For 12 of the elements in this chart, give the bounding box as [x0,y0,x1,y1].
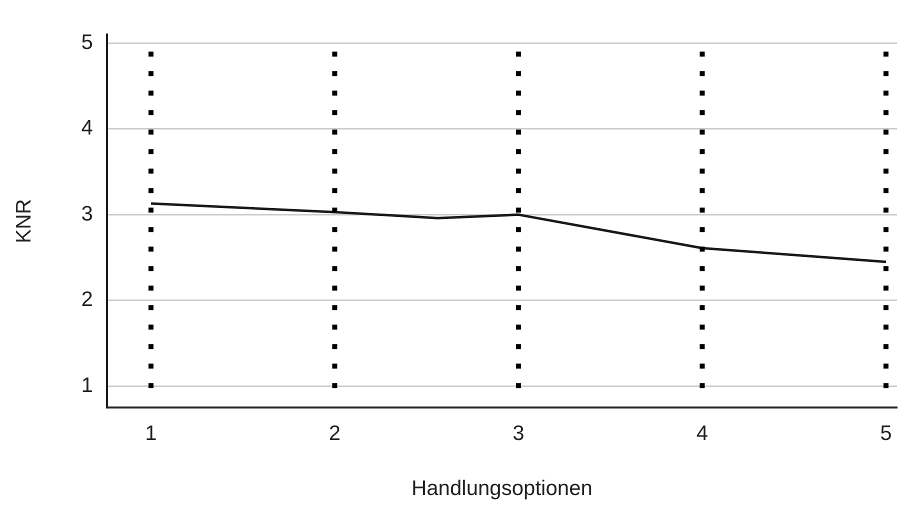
x-axis-title: Handlungsoptionen [411,477,592,500]
x-tick-label: 1 [145,422,157,445]
x-tick-label: 2 [328,422,341,445]
y-axis-title: KNR [12,198,36,244]
x-tick-label: 5 [880,422,892,445]
y-tick-label: 1 [81,374,93,397]
x-tick-label: 4 [696,422,708,445]
x-tick-label: 3 [512,422,524,445]
y-tick-label: 3 [81,202,93,226]
y-tick-label: 4 [81,116,94,140]
y-tick-label: 2 [81,288,93,312]
y-tick-label: 5 [81,30,93,54]
